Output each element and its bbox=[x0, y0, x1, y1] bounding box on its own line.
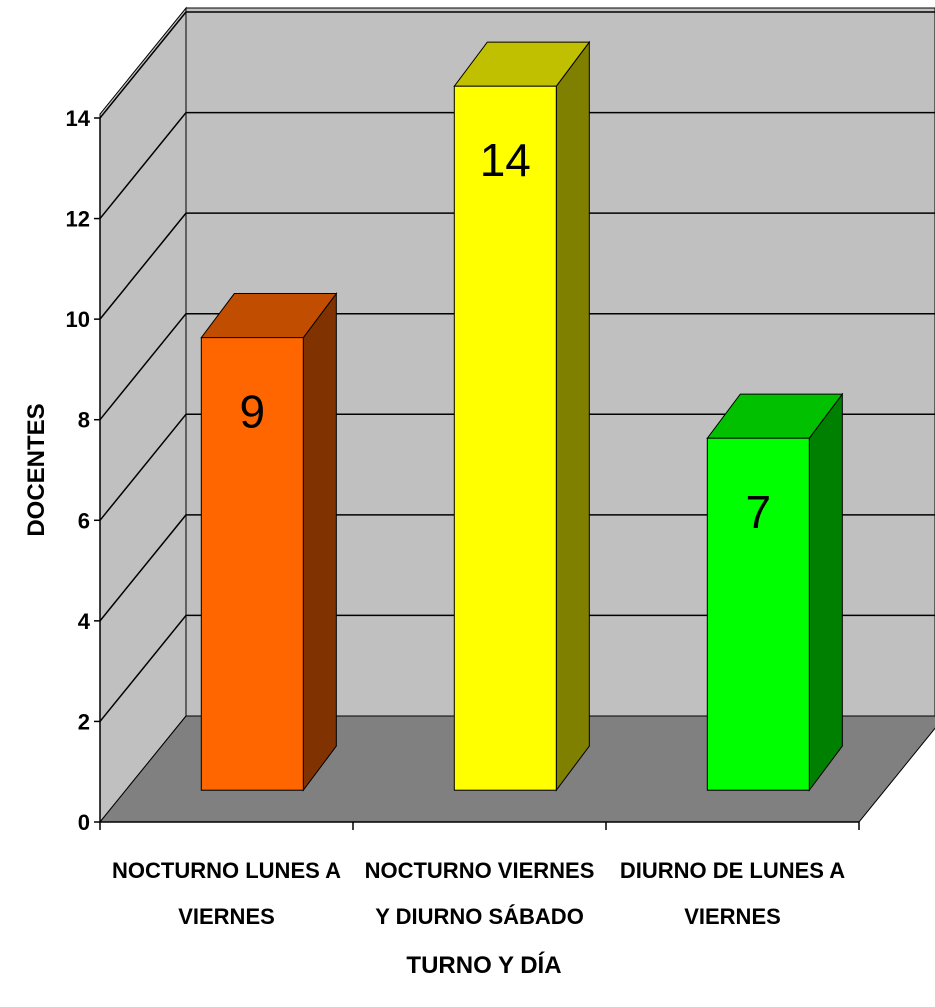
x-axis-title: TURNO Y DÍA bbox=[406, 951, 561, 979]
bar bbox=[200, 292, 338, 792]
category-label: NOCTURNO LUNES A bbox=[112, 858, 341, 883]
gridline-side bbox=[99, 413, 187, 521]
side-wall bbox=[99, 6, 187, 824]
bar-front bbox=[453, 85, 557, 791]
bar-side bbox=[302, 292, 337, 792]
category-labels: NOCTURNO LUNES A VIERNES NOCTURNO VIERNES Y… bbox=[112, 858, 845, 929]
data-label: 9 bbox=[240, 386, 266, 438]
axes: 0 2 4 6 8 10 12 14 bbox=[66, 106, 860, 835]
bar-front bbox=[200, 337, 304, 791]
data-label: 14 bbox=[480, 134, 531, 186]
gridline-side bbox=[99, 313, 187, 421]
category-label: VIERNES bbox=[684, 904, 781, 929]
bar-side bbox=[555, 40, 590, 792]
y-tick-label: 12 bbox=[66, 207, 90, 232]
y-tick-label: 0 bbox=[78, 810, 90, 835]
y-tick-label: 8 bbox=[78, 408, 90, 433]
y-tick-label: 2 bbox=[78, 709, 90, 734]
gridline-side bbox=[99, 514, 187, 622]
bar-side bbox=[808, 392, 843, 792]
bar bbox=[706, 392, 844, 792]
bars bbox=[200, 40, 844, 792]
y-tick-label: 6 bbox=[78, 508, 90, 533]
category-label: NOCTURNO VIERNES bbox=[365, 858, 595, 883]
y-tick-label: 14 bbox=[66, 106, 91, 131]
bar-front bbox=[706, 437, 810, 791]
category-label: VIERNES bbox=[178, 904, 275, 929]
category-label: Y DIURNO SÁBADO bbox=[375, 904, 584, 929]
y-tick-label: 4 bbox=[78, 609, 91, 634]
bar bbox=[453, 40, 591, 792]
category-label: DIURNO DE LUNES A bbox=[620, 858, 845, 883]
data-label: 7 bbox=[746, 486, 772, 538]
gridline-side bbox=[99, 212, 187, 320]
gridline-side bbox=[99, 11, 187, 119]
gridline-side bbox=[99, 614, 187, 722]
y-tick-label: 10 bbox=[66, 307, 90, 332]
data-labels: 9 14 7 bbox=[240, 134, 772, 538]
y-axis-title: DOCENTES bbox=[23, 403, 50, 536]
gridline-side bbox=[99, 112, 187, 220]
